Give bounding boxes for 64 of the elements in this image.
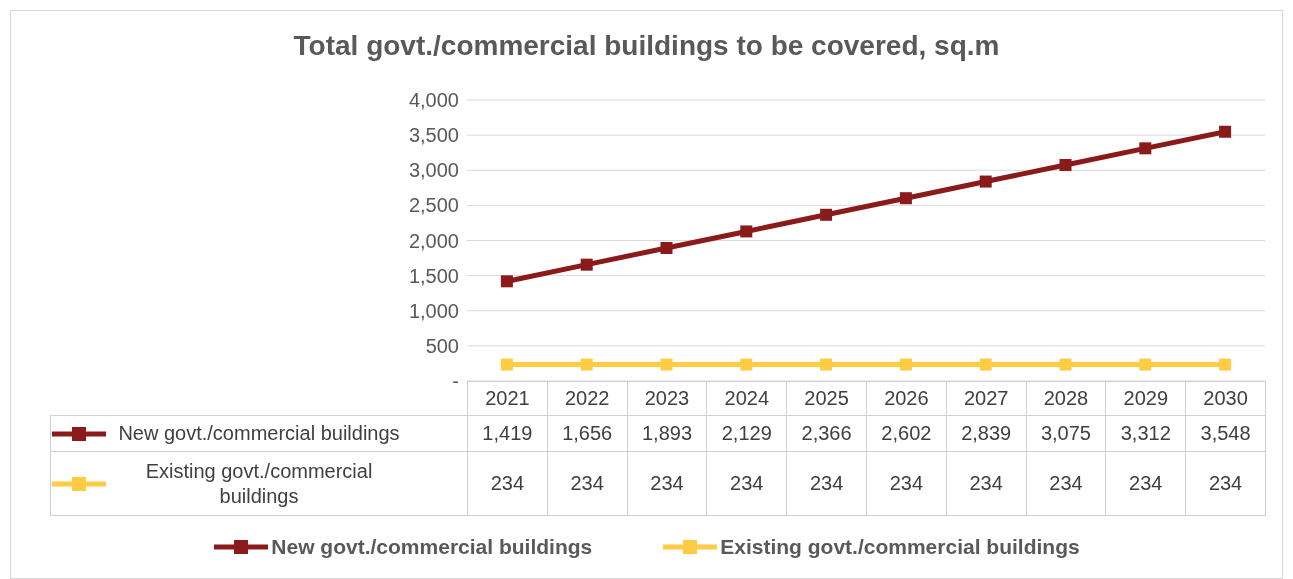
y-tick-label: 3,000 — [408, 159, 459, 182]
point — [740, 358, 753, 371]
text: Existing govt./commercial buildings — [720, 535, 1080, 558]
legend-label: Existing govt./commercial buildings — [144, 458, 374, 509]
data-label: 234 — [786, 451, 867, 516]
data-label: 234 — [1026, 451, 1106, 516]
y-tick-label: 4,000 — [408, 89, 459, 112]
data-label: 2,129 — [706, 415, 787, 452]
x-tick-label: 2025 — [786, 381, 867, 416]
data-label: 2,839 — [946, 415, 1027, 452]
y-tick-label: 2,500 — [408, 194, 459, 217]
legend-label: New govt./commercial buildings — [117, 421, 401, 446]
x-tick-label: 2026 — [866, 381, 947, 416]
y-tick-label: 2,000 — [408, 229, 459, 252]
data-label: 234 — [467, 451, 548, 516]
point — [899, 358, 912, 371]
data-label: 2,366 — [786, 415, 867, 452]
point — [580, 358, 593, 371]
x-tick-label: 2024 — [706, 381, 787, 416]
data-label: 234 — [866, 451, 947, 516]
x-tick-label: 2022 — [547, 381, 628, 416]
x-tick-label: 2028 — [1026, 381, 1106, 416]
y-tick-label: 1,000 — [408, 299, 459, 322]
y-tick-label: 1,500 — [408, 264, 459, 287]
point — [979, 358, 992, 371]
point — [660, 358, 673, 371]
data-label: 3,075 — [1026, 415, 1106, 452]
data-label: 234 — [547, 451, 628, 516]
data-label: 234 — [706, 451, 787, 516]
point — [1139, 142, 1152, 155]
point — [1139, 358, 1152, 371]
data-label: 234 — [627, 451, 707, 516]
data-label: 3,548 — [1185, 415, 1266, 452]
data-label: 234 — [1185, 451, 1266, 516]
x-tick-label: 2023 — [627, 381, 707, 416]
chart-title: Total govt./commercial buildings to be covered, sq.m — [292, 30, 1001, 62]
point — [580, 258, 593, 271]
data-label: 234 — [1105, 451, 1186, 516]
point — [820, 358, 833, 371]
point — [979, 175, 992, 188]
point — [1219, 125, 1232, 138]
x-tick-label: 2027 — [946, 381, 1027, 416]
y-tick-label: 500 — [425, 334, 459, 357]
point — [660, 242, 673, 255]
point — [740, 225, 753, 238]
data-label: 234 — [946, 451, 1027, 516]
x-tick-label: 2030 — [1185, 381, 1266, 416]
x-tick-label: 2029 — [1105, 381, 1186, 416]
y-tick-label: 3,500 — [408, 124, 459, 147]
point — [899, 192, 912, 205]
x-tick-label: 2021 — [467, 381, 548, 416]
point — [1059, 158, 1072, 171]
point — [1219, 358, 1232, 371]
point — [1059, 358, 1072, 371]
y-tick-label: - — [452, 370, 459, 393]
data-label: 1,656 — [547, 415, 628, 452]
text: New govt./commercial buildings — [271, 535, 593, 558]
data-label: 2,602 — [866, 415, 947, 452]
data-label: 1,419 — [467, 415, 548, 452]
data-label: 1,893 — [627, 415, 707, 452]
point — [500, 275, 513, 288]
point — [500, 358, 513, 371]
point — [820, 208, 833, 221]
data-label: 3,312 — [1105, 415, 1186, 452]
